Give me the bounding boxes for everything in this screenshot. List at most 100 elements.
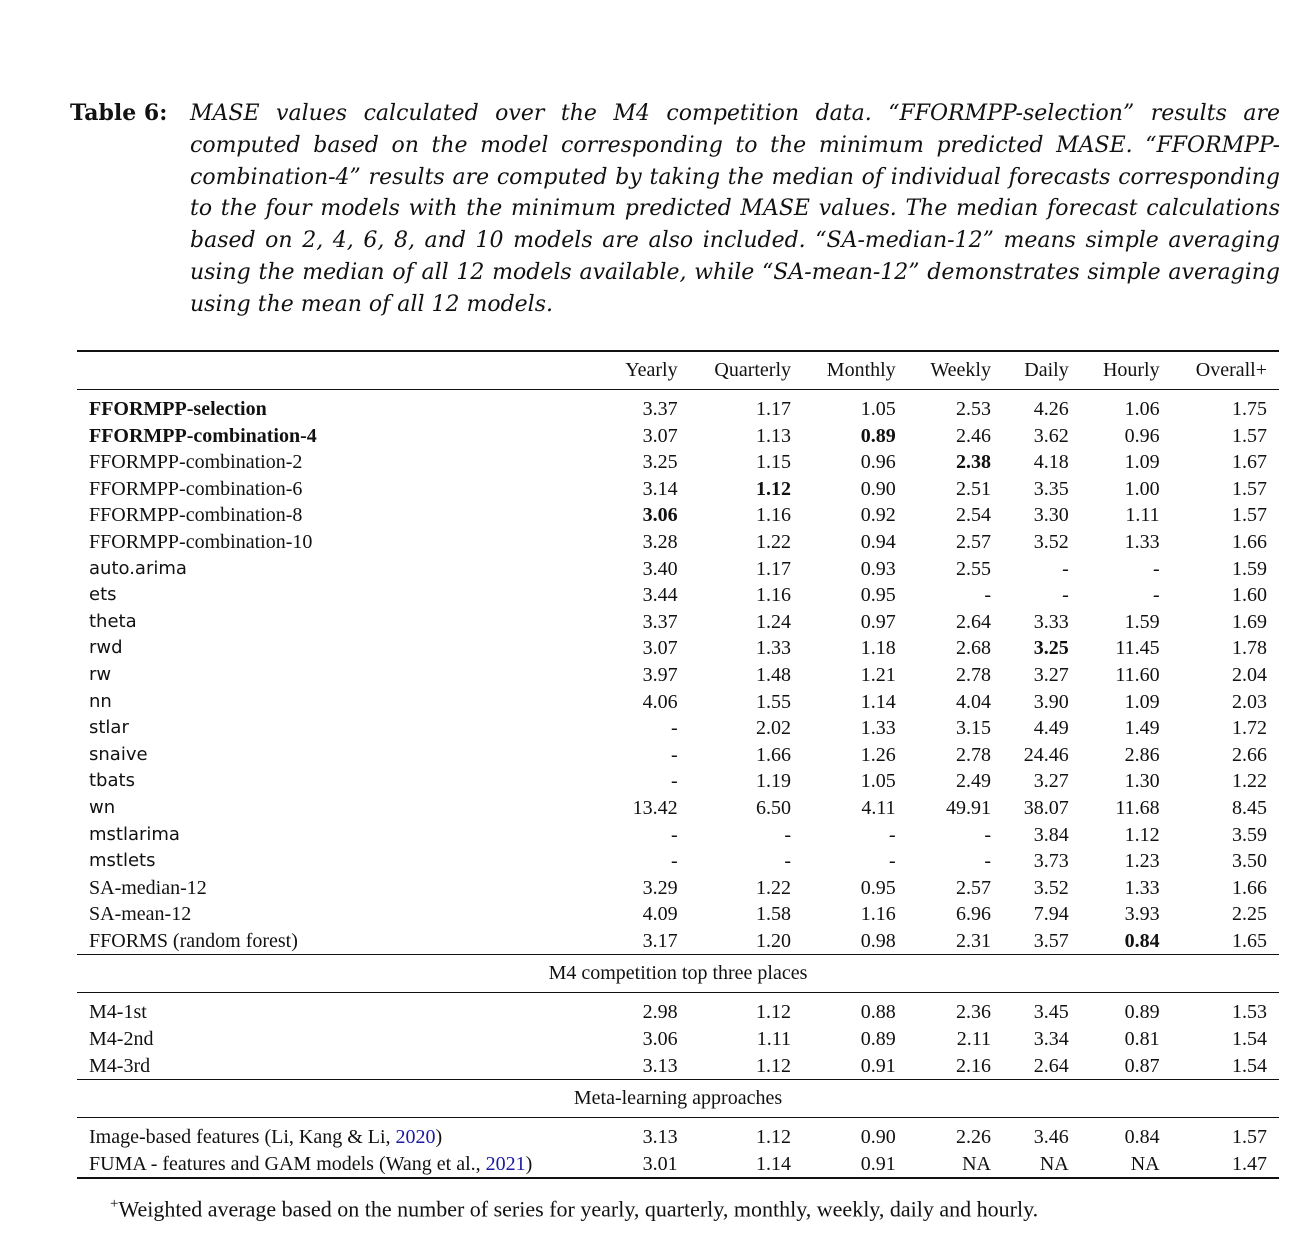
method-name: rw bbox=[89, 663, 112, 685]
cell-yearly: - bbox=[670, 823, 678, 846]
method-name: FFORMPP-combination-8 bbox=[89, 504, 303, 527]
cell-monthly: 0.93 bbox=[860, 557, 896, 580]
cell-hourly: 1.49 bbox=[1124, 717, 1160, 740]
cell-yearly: 3.44 bbox=[642, 584, 678, 607]
cell-overall: 1.54 bbox=[1232, 1028, 1267, 1051]
cell-yearly: 3.14 bbox=[642, 477, 678, 500]
cell-weekly: 2.51 bbox=[956, 477, 991, 500]
method-name: stlar bbox=[89, 717, 129, 739]
cell-quarterly: 1.15 bbox=[756, 451, 792, 474]
cell-quarterly: 1.22 bbox=[756, 876, 792, 899]
cell-weekly: 2.38 bbox=[956, 451, 991, 474]
col-header-monthly: Monthly bbox=[826, 359, 896, 381]
m4-rows: M4-1st 2.98 1.12 0.88 2.36 3.45 0.89 1.53 M4-2nd… bbox=[77, 993, 1279, 1080]
cell-yearly: 3.06 bbox=[642, 504, 678, 527]
cell-monthly: 4.11 bbox=[861, 796, 896, 819]
section-row: Meta-learning approaches bbox=[77, 1080, 1279, 1118]
cell-overall: 1.57 bbox=[1232, 477, 1267, 500]
col-header-hourly: Hourly bbox=[1102, 359, 1160, 381]
table-row: snaive - 1.66 1.26 2.78 24.46 2.86 2.66 bbox=[77, 742, 1279, 769]
cell-daily: 2.64 bbox=[1033, 1054, 1069, 1077]
cell-daily: 3.33 bbox=[1033, 610, 1069, 633]
cell-monthly: 1.14 bbox=[860, 690, 896, 713]
cell-overall: 3.50 bbox=[1232, 850, 1267, 873]
cell-overall: 1.54 bbox=[1232, 1054, 1267, 1077]
cell-daily: NA bbox=[1039, 1152, 1069, 1175]
table-row: FFORMPP-combination-4 3.07 1.13 0.89 2.46 3.6… bbox=[77, 423, 1279, 450]
cell-yearly: 3.13 bbox=[642, 1054, 678, 1077]
cell-monthly: 0.91 bbox=[860, 1152, 896, 1175]
cell-quarterly: 1.48 bbox=[756, 663, 792, 686]
citation-year-link[interactable]: 2020 bbox=[395, 1126, 436, 1149]
cell-yearly: 13.42 bbox=[632, 796, 678, 819]
col-header-overall: Overall+ bbox=[1195, 359, 1267, 381]
cell-overall: 1.67 bbox=[1232, 451, 1267, 474]
table-row: M4-1st 2.98 1.12 0.88 2.36 3.45 0.89 1.53 bbox=[77, 993, 1279, 1026]
table-row: rwd 3.07 1.33 1.18 2.68 3.25 11.45 1.78 bbox=[77, 635, 1279, 662]
cell-hourly: 1.09 bbox=[1124, 690, 1160, 713]
cell-weekly: 2.64 bbox=[956, 610, 991, 633]
cell-monthly: 0.92 bbox=[860, 504, 896, 527]
cell-daily: 3.62 bbox=[1033, 424, 1069, 447]
cell-monthly: 1.18 bbox=[860, 637, 896, 660]
cell-monthly: 1.16 bbox=[860, 903, 896, 926]
cell-quarterly: 1.22 bbox=[756, 530, 792, 553]
footnote-text: Weighted average based on the number of … bbox=[118, 1196, 1039, 1222]
table-row: nn 4.06 1.55 1.14 4.04 3.90 1.09 2.03 bbox=[77, 689, 1279, 716]
table-row: stlar - 2.02 1.33 3.15 4.49 1.49 1.72 bbox=[77, 715, 1279, 742]
cell-yearly: 3.37 bbox=[642, 610, 678, 633]
cell-quarterly: 1.19 bbox=[756, 770, 792, 793]
method-name-text: Image-based features (Li, Kang & Li, bbox=[89, 1126, 396, 1149]
method-name: snaive bbox=[89, 743, 148, 765]
cell-yearly: 3.17 bbox=[642, 929, 678, 952]
table-row: tbats - 1.19 1.05 2.49 3.27 1.30 1.22 bbox=[77, 768, 1279, 795]
cell-weekly: - bbox=[984, 823, 991, 846]
cell-overall: 1.57 bbox=[1232, 1126, 1267, 1149]
cell-yearly: - bbox=[670, 770, 678, 793]
header-row: Yearly Quarterly Monthly Weekly Daily Ho… bbox=[77, 351, 1279, 390]
cell-overall: 1.78 bbox=[1232, 637, 1267, 660]
cell-yearly: 4.09 bbox=[642, 903, 678, 926]
cell-monthly: - bbox=[889, 823, 896, 846]
cell-weekly: 2.46 bbox=[956, 424, 991, 447]
cell-monthly: 0.98 bbox=[860, 929, 896, 952]
cell-quarterly: 1.17 bbox=[756, 398, 792, 420]
cell-quarterly: 1.11 bbox=[756, 1028, 792, 1051]
cell-weekly: 2.57 bbox=[956, 876, 991, 899]
table-row: FFORMPP-combination-6 3.14 1.12 0.90 2.51 3.3… bbox=[77, 476, 1279, 503]
cell-overall: 1.22 bbox=[1232, 770, 1267, 793]
cell-weekly: 2.68 bbox=[956, 637, 991, 660]
cell-daily: 4.49 bbox=[1033, 717, 1069, 740]
section-row: M4 competition top three places bbox=[77, 955, 1279, 993]
table-row: rw 3.97 1.48 1.21 2.78 3.27 11.60 2.04 bbox=[77, 662, 1279, 689]
cell-monthly: 0.91 bbox=[860, 1054, 896, 1077]
cell-overall: 1.65 bbox=[1232, 929, 1267, 952]
cell-quarterly: 2.02 bbox=[756, 717, 792, 740]
table-row: FFORMPP-selection 3.37 1.17 1.05 2.53 4.26 1.0… bbox=[77, 390, 1279, 423]
method-name: auto.arima bbox=[89, 557, 187, 579]
method-name: SA-median-12 bbox=[89, 876, 207, 899]
main-rows: FFORMPP-selection 3.37 1.17 1.05 2.53 4.26 1.0… bbox=[77, 390, 1279, 955]
cell-monthly: 0.89 bbox=[860, 1028, 896, 1051]
table-row: auto.arima 3.40 1.17 0.93 2.55 - - 1.59 bbox=[77, 556, 1279, 583]
method-name: FFORMPP-combination-2 bbox=[89, 451, 303, 474]
table-row: SA-mean-12 4.09 1.58 1.16 6.96 7.94 3.93 2.25 bbox=[77, 901, 1279, 928]
table-row: M4-2nd 3.06 1.11 0.89 2.11 3.34 0.81 1.54 bbox=[77, 1026, 1279, 1053]
cell-daily: - bbox=[1062, 557, 1069, 580]
caption-label: Table 6: bbox=[70, 100, 168, 126]
method-name: FFORMPP-selection bbox=[89, 398, 267, 420]
cell-weekly: 2.53 bbox=[956, 398, 991, 420]
cell-monthly: 0.95 bbox=[860, 584, 896, 607]
cell-weekly: 2.57 bbox=[956, 530, 991, 553]
method-name-text: ) bbox=[435, 1126, 443, 1149]
cell-monthly: 0.90 bbox=[860, 477, 896, 500]
cell-weekly: 4.04 bbox=[956, 690, 991, 713]
cell-monthly: 0.97 bbox=[860, 610, 896, 633]
cell-daily: 3.34 bbox=[1033, 1028, 1069, 1051]
citation-year-link[interactable]: 2021 bbox=[485, 1152, 526, 1175]
cell-monthly: 1.33 bbox=[860, 717, 896, 740]
cell-daily: 3.30 bbox=[1033, 504, 1069, 527]
cell-weekly: 2.26 bbox=[956, 1126, 991, 1149]
cell-quarterly: - bbox=[784, 823, 792, 846]
col-header-quarterly: Quarterly bbox=[714, 359, 792, 381]
